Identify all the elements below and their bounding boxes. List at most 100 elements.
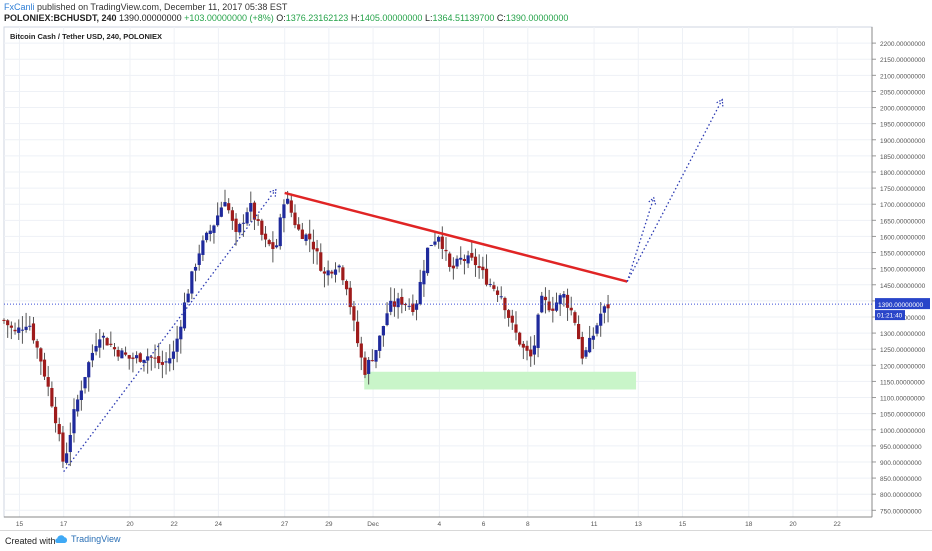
candle-body [278, 217, 282, 247]
y-tick-label: 2200.00000000 [880, 41, 926, 48]
candle-body [451, 265, 455, 269]
y-tick-label: 1550.00000000 [880, 251, 926, 258]
candle-body [293, 212, 297, 226]
projection-line[interactable] [63, 189, 277, 473]
candle-body [289, 200, 293, 213]
candle-body [466, 255, 470, 264]
candle-body [260, 220, 264, 235]
candle-body [193, 266, 198, 271]
candle-body [9, 325, 13, 328]
plot-area [3, 26, 873, 518]
candle-body [142, 359, 146, 363]
x-tick-label: Dec [367, 521, 379, 528]
candle-body [525, 345, 529, 351]
projection-line[interactable] [626, 197, 655, 282]
projection-arrowhead [647, 196, 657, 205]
candle-body [168, 358, 172, 364]
price-chart[interactable]: 750.00000000 800.00000000 850.00000000 900.… [0, 0, 932, 530]
candle-body [131, 357, 135, 359]
candle-body [425, 247, 430, 274]
x-tick-label: 11 [591, 521, 598, 528]
candle-body [588, 337, 592, 353]
x-tick-label: 20 [789, 521, 797, 528]
candle-body [31, 323, 36, 341]
candle-body [241, 222, 246, 224]
candle-body [79, 390, 83, 400]
candle-body [50, 388, 54, 407]
candle-body [127, 355, 131, 359]
candle-body [543, 296, 548, 301]
candle-body [389, 300, 393, 312]
candle-body [554, 302, 559, 311]
candle-body [263, 233, 268, 240]
x-tick-label: 20 [126, 521, 134, 528]
candle-body [197, 253, 201, 265]
descending-trendline[interactable] [284, 191, 628, 283]
candle-body [606, 304, 610, 309]
candle-body [577, 323, 581, 340]
y-tick-label: 1200.00000000 [880, 363, 926, 370]
candle-body [208, 230, 212, 234]
candle-body [322, 271, 327, 274]
candle-body [437, 236, 441, 242]
candle-body [304, 234, 308, 241]
x-tick-label: 27 [281, 521, 289, 528]
candle-body [333, 269, 338, 275]
y-tick-label: 750.00000000 [880, 508, 922, 515]
candle-body [326, 270, 330, 276]
tradingview-logo[interactable]: TradingView [54, 534, 121, 544]
y-tick-label: 2000.00000000 [880, 106, 926, 113]
candle-body [90, 352, 94, 361]
candle-body [400, 296, 404, 305]
candle-body [477, 266, 481, 268]
last-price: 1390.00000000 [119, 13, 182, 23]
y-tick-label: 950.00000000 [880, 444, 922, 451]
candle-body [274, 245, 279, 248]
candle-body [378, 335, 382, 351]
candle-body [238, 223, 242, 233]
candle-body [179, 326, 183, 340]
y-tick-label: 2150.00000000 [880, 57, 926, 64]
candle-body [24, 326, 28, 330]
candle-body [433, 241, 437, 245]
y-tick-label: 2050.00000000 [880, 89, 926, 96]
x-tick-label: 24 [215, 521, 223, 528]
author-link[interactable]: FxCanli [4, 2, 35, 12]
candle-body [83, 377, 87, 389]
candle-body [76, 399, 80, 412]
candle-body [146, 356, 150, 361]
candle-body [105, 338, 109, 346]
candle-body [602, 306, 606, 313]
support-zone[interactable] [364, 371, 637, 390]
candle-body [6, 320, 10, 326]
cloud-icon [55, 534, 68, 543]
x-tick-label: 4 [438, 521, 442, 528]
candle-body [470, 253, 474, 258]
candle-body [348, 287, 352, 308]
y-tick-label: 1050.00000000 [880, 412, 926, 419]
candle-body [444, 249, 448, 252]
candle-body [223, 202, 227, 207]
candle-body [46, 377, 50, 387]
candle-body [407, 305, 411, 307]
candle-body [135, 355, 139, 359]
candle-body [440, 236, 444, 249]
projection-arrowhead [715, 98, 724, 107]
publish-text: published on TradingView.com, December 1… [37, 2, 288, 12]
current-price-box [875, 298, 930, 310]
candle-body [418, 281, 422, 305]
candle-body [94, 346, 98, 352]
candle-body [186, 293, 190, 303]
candle-body [35, 341, 39, 348]
candle-body [20, 329, 25, 331]
candle-body [473, 256, 478, 266]
candle-body [227, 203, 231, 211]
candle-body [101, 335, 106, 338]
candle-body [39, 348, 43, 362]
candle-body [120, 350, 124, 359]
x-tick-label: 13 [635, 521, 643, 528]
candle-body [488, 284, 492, 286]
candle-body [518, 332, 522, 345]
candle-body [337, 265, 341, 268]
candle-body [311, 241, 315, 250]
